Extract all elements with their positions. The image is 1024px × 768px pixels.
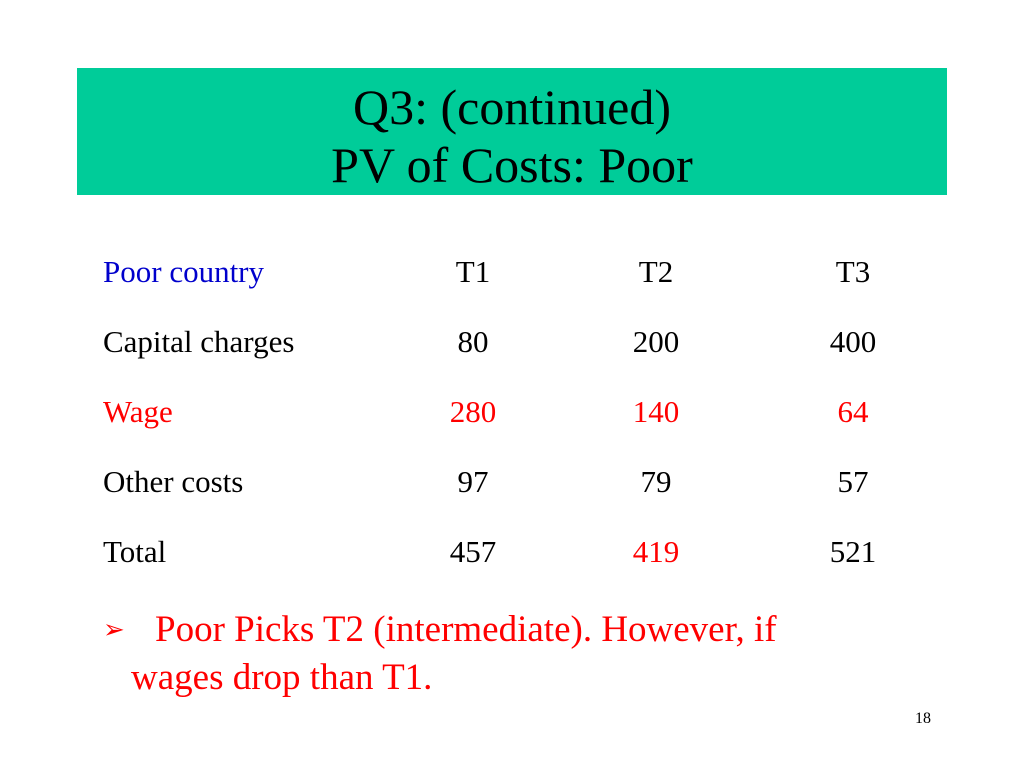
page-number: 18 <box>915 710 931 727</box>
cell-t3: 64 <box>837 394 869 429</box>
cell-t2: 200 <box>632 324 680 359</box>
conclusion-bullet: ➢ Poor Picks T2 (intermediate). However,… <box>103 606 943 702</box>
header-t2: T2 <box>638 254 674 289</box>
row-label: Wage <box>103 394 173 429</box>
cell-t2: 79 <box>640 464 672 499</box>
header-t1: T1 <box>455 254 491 289</box>
bullet-line-2: wages drop than T1. <box>131 657 433 698</box>
cell-t1: 457 <box>449 534 497 569</box>
cell-t1: 97 <box>457 464 489 499</box>
row-label: Capital charges <box>103 324 295 359</box>
row-label: Other costs <box>103 464 244 499</box>
cell-t3: 400 <box>829 324 877 359</box>
title-line-1: Q3: (continued) <box>353 79 671 135</box>
table-row-other-costs: Other costs 97 79 57 <box>0 462 1024 502</box>
cell-t2: 419 <box>632 534 680 569</box>
table-row-total: Total 457 419 521 <box>0 532 1024 572</box>
cell-t2: 140 <box>632 394 680 429</box>
bullet-line-1: Poor Picks T2 (intermediate). However, i… <box>155 609 777 650</box>
table-row-capital-charges: Capital charges 80 200 400 <box>0 322 1024 362</box>
header-poor-country: Poor country <box>103 254 265 289</box>
cell-t3: 57 <box>837 464 869 499</box>
header-t3: T3 <box>835 254 871 289</box>
table-row-wage: Wage 280 140 64 <box>0 392 1024 432</box>
row-label: Total <box>103 534 167 569</box>
slide-title: Q3: (continued) PV of Costs: Poor <box>77 68 947 195</box>
title-line-2: PV of Costs: Poor <box>331 137 693 193</box>
arrow-bullet-icon: ➢ <box>103 615 125 645</box>
table-header-row: Poor country T1 T2 T3 <box>0 252 1024 292</box>
cell-t1: 280 <box>449 394 497 429</box>
cell-t3: 521 <box>829 534 877 569</box>
cell-t1: 80 <box>457 324 489 359</box>
